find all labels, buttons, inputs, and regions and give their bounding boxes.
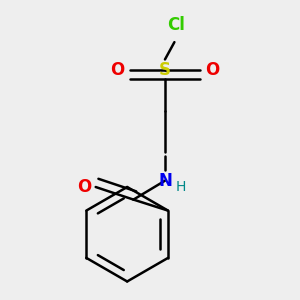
Text: O: O <box>111 61 125 80</box>
Text: Cl: Cl <box>167 16 185 34</box>
Text: S: S <box>159 61 171 80</box>
Text: N: N <box>158 172 172 190</box>
Text: H: H <box>176 180 186 194</box>
Text: O: O <box>77 178 92 196</box>
Text: O: O <box>205 61 219 80</box>
